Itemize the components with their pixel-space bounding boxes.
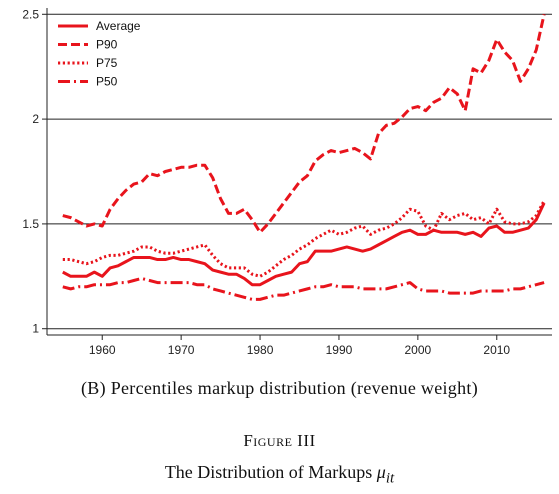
figure-number: Figure III [243,431,316,450]
grid-lines [47,13,552,330]
x-tick-label: 1970 [168,343,195,357]
figure-title-text: The Distribution of Markups [164,462,377,482]
legend-label-p75: P75 [96,56,118,70]
series-line-p50 [62,276,545,301]
subcaption: (B) Percentiles markup distribution (rev… [81,378,478,398]
legend-label-p50: P50 [96,75,118,89]
x-tick-label: 1980 [247,343,274,357]
x-tick-label: 2000 [405,343,432,357]
x-tick-label: 1990 [326,343,353,357]
series-lines [62,13,546,301]
figure-title-subscript: it [385,470,395,487]
legend-label-average: Average [96,19,141,33]
x-tick-label: 2010 [483,343,510,357]
series-line-p90 [62,13,546,234]
x-tick-label: 1960 [89,343,116,357]
figure-title: The Distribution of Markups μit [0,462,559,488]
chart: 1 1.5 2 2.5 1960 1970 1980 1990 2000 2010 Average… [22,7,552,357]
y-tick-label: 2.5 [22,7,39,21]
axes: 1 1.5 2 2.5 1960 1970 1980 1990 2000 2010 [22,7,552,357]
y-tick-label: 2 [32,112,39,126]
figure-title-math: μ [376,462,386,482]
y-tick-label: 1 [32,322,39,336]
legend: Average P90 P75 P50 [58,19,141,89]
series-line-average [62,202,546,287]
y-tick-label: 1.5 [22,217,39,231]
legend-label-p90: P90 [96,38,118,52]
series-line-p75 [62,200,546,278]
